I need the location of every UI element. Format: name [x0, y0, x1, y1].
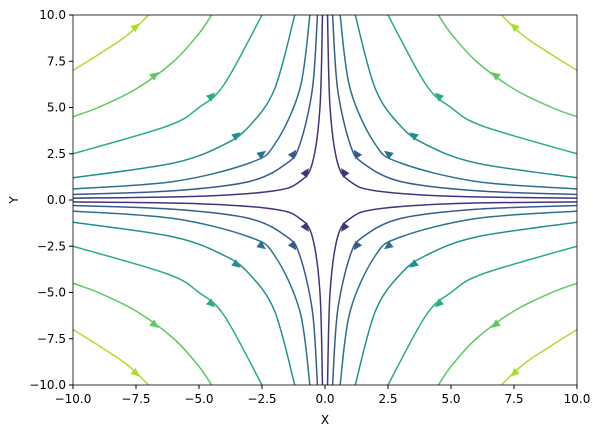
- x-tick-label: −5.0: [184, 392, 213, 406]
- y-tick-label: 7.5: [47, 54, 66, 68]
- streamline: [339, 210, 577, 385]
- streamline: [331, 204, 577, 385]
- x-axis-label: X: [321, 413, 329, 427]
- flow-arrow: [409, 132, 419, 141]
- y-axis-label: Y: [7, 196, 21, 205]
- y-tick-label: −10.0: [29, 378, 66, 392]
- flow-arrow: [300, 168, 309, 178]
- y-tick-label: 0.0: [47, 193, 66, 207]
- y-tick-label: 2.5: [47, 147, 66, 161]
- flow-arrow: [510, 23, 520, 33]
- flow-arrow: [300, 222, 309, 232]
- flow-arrow: [409, 259, 419, 268]
- streamline: [73, 282, 213, 385]
- streamline: [73, 15, 319, 196]
- x-tick-label: 5.0: [441, 392, 460, 406]
- y-tick-label: −5.0: [37, 286, 66, 300]
- flow-arrow: [256, 150, 267, 160]
- flow-arrow: [383, 150, 394, 160]
- plot-area: [73, 15, 577, 385]
- flow-arrow: [231, 132, 241, 141]
- flow-arrow: [130, 367, 140, 377]
- y-tick-label: 10.0: [39, 8, 66, 22]
- flow-arrow: [149, 319, 159, 328]
- flow-arrow: [287, 149, 297, 160]
- y-tick-label: 5.0: [47, 101, 66, 115]
- streamline: [73, 15, 263, 155]
- flow-arrow: [341, 222, 350, 232]
- x-tick-label: 7.5: [504, 392, 523, 406]
- flow-arrow: [256, 240, 267, 250]
- x-tick-label: 0.0: [315, 392, 334, 406]
- streamline: [73, 204, 319, 385]
- flow-arrow: [510, 367, 520, 377]
- flow-arrow: [491, 72, 501, 81]
- flow-arrow: [434, 298, 445, 308]
- streamline: [331, 15, 577, 196]
- streamline: [73, 245, 263, 385]
- streamline: [437, 282, 577, 385]
- streamline: [437, 15, 577, 118]
- streamline: [73, 15, 311, 190]
- streamline: [73, 15, 324, 199]
- flow-arrow: [491, 319, 501, 328]
- flow-arrow: [149, 72, 159, 81]
- streamline: [73, 201, 324, 385]
- streamline: [73, 15, 213, 118]
- flow-arrow: [341, 168, 350, 178]
- x-tick-label: −10.0: [55, 392, 92, 406]
- streamline: [500, 15, 577, 72]
- y-tick-label: −2.5: [37, 239, 66, 253]
- streamline: [73, 210, 311, 385]
- x-tick-label: 10.0: [564, 392, 591, 406]
- y-tick-label: −7.5: [37, 332, 66, 346]
- streamline: [387, 245, 577, 385]
- flow-arrow: [383, 240, 394, 250]
- flow-arrow: [353, 149, 363, 160]
- x-tick-label: −2.5: [247, 392, 276, 406]
- streamline: [339, 15, 577, 190]
- streamline: [326, 201, 577, 385]
- flow-arrow: [130, 23, 140, 33]
- streamline: [500, 328, 577, 385]
- flow-arrow: [287, 240, 297, 251]
- streamline: [73, 15, 150, 72]
- axes-frame: [72, 14, 578, 386]
- flow-arrow: [205, 298, 216, 308]
- flow-arrow: [205, 92, 216, 102]
- flow-arrow: [434, 92, 445, 102]
- streamline: [387, 15, 577, 155]
- streamline: [326, 15, 577, 199]
- x-tick-label: −7.5: [121, 392, 150, 406]
- flow-arrow: [353, 240, 363, 251]
- flow-arrow: [231, 259, 241, 268]
- streamline: [73, 328, 150, 385]
- x-tick-label: 2.5: [378, 392, 397, 406]
